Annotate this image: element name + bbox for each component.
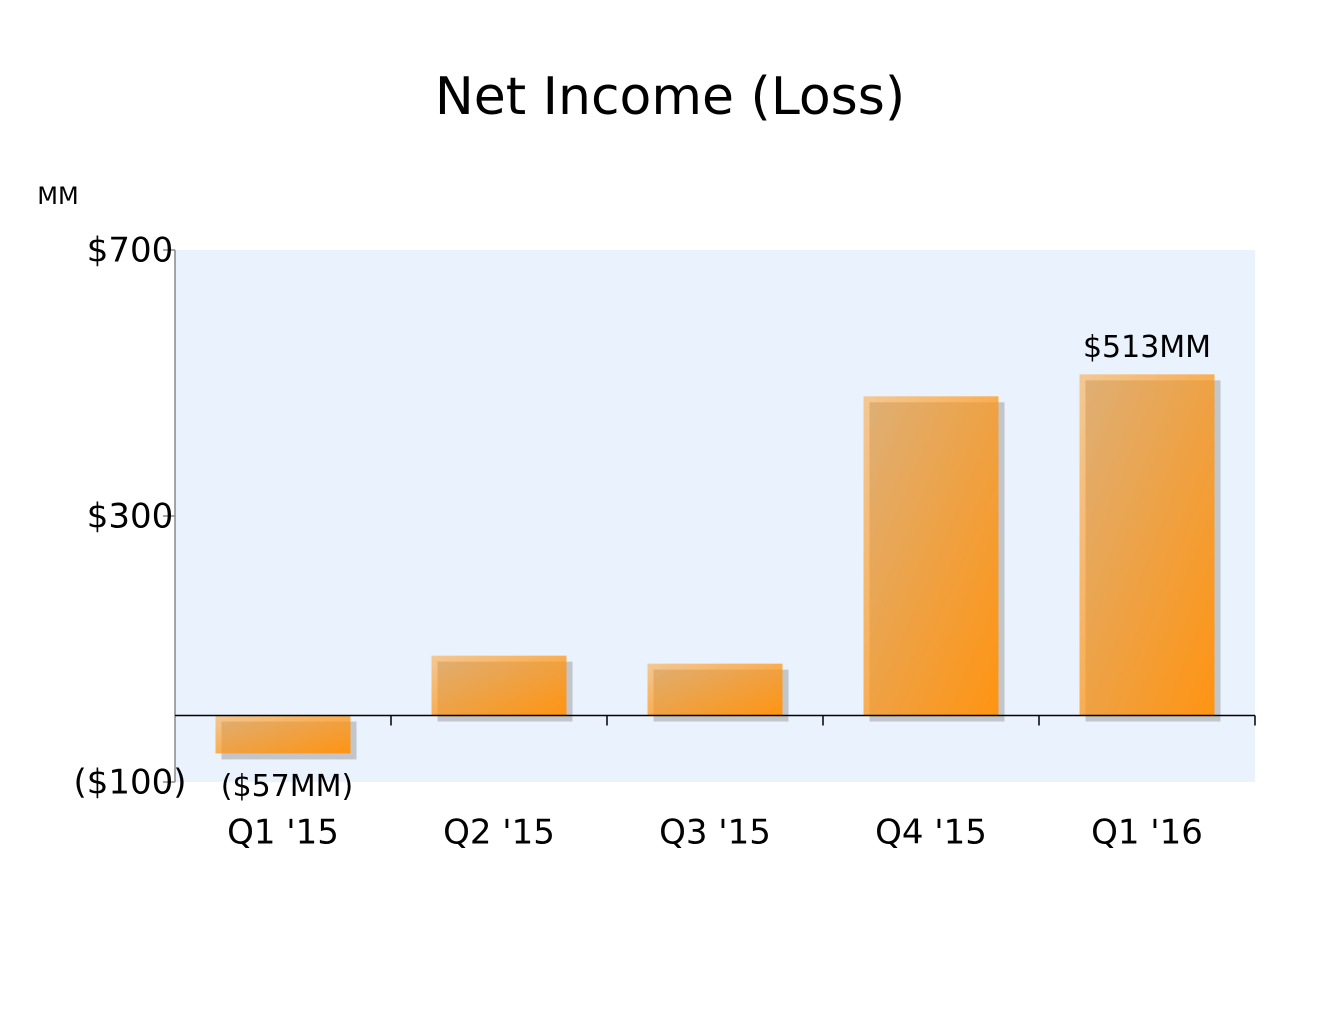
- bar: [863, 396, 999, 716]
- bar: [647, 663, 783, 716]
- bar: [431, 655, 567, 716]
- x-tick-label: Q1 '16: [1091, 813, 1203, 853]
- y-tick-label: $300: [87, 497, 174, 537]
- x-tick-label: Q2 '15: [443, 813, 555, 853]
- y-tick-label: $700: [87, 231, 174, 271]
- y-tick-label: ($100): [73, 763, 186, 803]
- x-tick-label: Q4 '15: [875, 813, 987, 853]
- chart-title: Net Income (Loss): [435, 67, 905, 127]
- bar: [1079, 374, 1215, 716]
- value-label: $513MM: [1083, 330, 1211, 365]
- y-axis-unit: MM: [37, 182, 78, 210]
- bar: [215, 715, 351, 754]
- x-tick-label: Q1 '15: [227, 813, 339, 853]
- x-tick-label: Q3 '15: [659, 813, 771, 853]
- value-label: ($57MM): [221, 769, 353, 804]
